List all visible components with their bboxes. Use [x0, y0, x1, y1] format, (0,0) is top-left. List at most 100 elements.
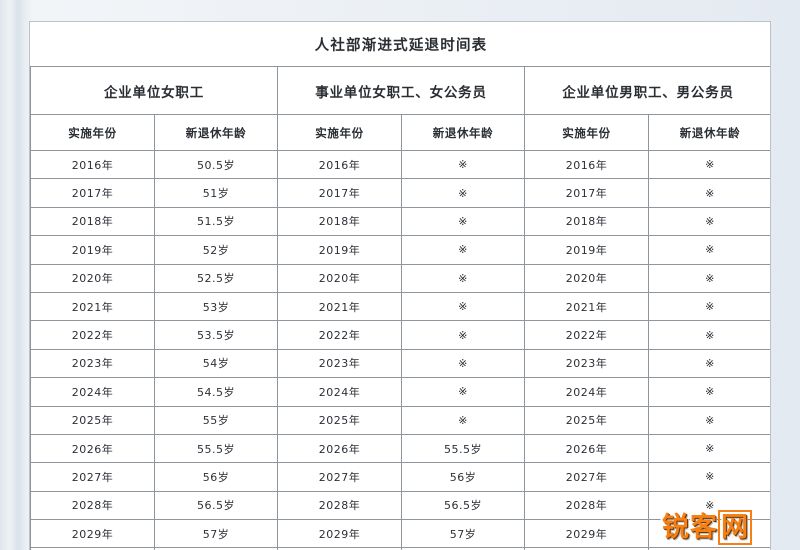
- row-age-enterprise-female: 52岁: [154, 235, 278, 265]
- row-year-enterprise-female: 2023年: [30, 348, 155, 379]
- row-age-institution-female: ※: [401, 320, 525, 350]
- row-year-enterprise-female: 2019年: [30, 235, 155, 265]
- row-age-institution-female: ※: [401, 348, 525, 379]
- table-row: 2018年 51.5岁 2018年 ※ 2018年 ※: [30, 206, 770, 237]
- subheader-year-3: 实施年份: [524, 114, 649, 151]
- row-year-enterprise-male: 2017年: [524, 178, 649, 208]
- table-row: 2020年 52.5岁 2020年 ※ 2020年 ※: [30, 263, 770, 293]
- row-year-institution-female: 2019年: [277, 235, 402, 265]
- row-year-institution-female: 2020年: [277, 263, 402, 293]
- row-year-institution-female: 2021年: [277, 291, 402, 322]
- row-year-enterprise-female: 2022年: [30, 320, 155, 350]
- row-year-enterprise-male: 2024年: [524, 377, 649, 407]
- group-header-institution-female: 事业单位女职工、女公务员: [277, 66, 525, 115]
- subheader-age-3: 新退休年龄: [647, 114, 770, 151]
- row-age-enterprise-female: 51.5岁: [154, 206, 278, 237]
- row-age-enterprise-female: 54岁: [154, 348, 278, 379]
- retirement-schedule-table: 人社部渐进式延退时间表 企业单位女职工 事业单位女职工、女公务员 企业单位男职工…: [30, 22, 770, 550]
- row-year-enterprise-male: 2026年: [524, 433, 649, 464]
- row-year-enterprise-male: 2023年: [524, 348, 649, 379]
- row-year-institution-female: 2027年: [277, 462, 402, 492]
- row-year-enterprise-male: 2027年: [524, 462, 649, 492]
- row-age-enterprise-male: ※: [647, 348, 770, 379]
- row-year-institution-female: 2017年: [277, 178, 402, 208]
- table-row: 2023年 54岁 2023年 ※ 2023年 ※: [30, 348, 770, 379]
- table-row: 2029年 57岁 2029年 57岁 2029年 ※: [30, 519, 770, 549]
- row-year-enterprise-male: 2028年: [524, 490, 649, 521]
- document-sheet: 人社部渐进式延退时间表 企业单位女职工 事业单位女职工、女公务员 企业单位男职工…: [30, 22, 770, 550]
- title-row: 人社部渐进式延退时间表: [30, 22, 770, 67]
- row-age-enterprise-male: ※: [647, 206, 770, 237]
- row-age-enterprise-female: 55岁: [154, 405, 278, 435]
- row-year-enterprise-female: 2024年: [30, 377, 155, 407]
- watermark-text-3: 网: [718, 510, 752, 545]
- row-age-enterprise-male: ※: [647, 178, 770, 208]
- row-year-enterprise-female: 2027年: [30, 462, 155, 492]
- row-age-enterprise-male: ※: [647, 433, 770, 464]
- subheader-age-1: 新退休年龄: [154, 114, 278, 151]
- row-year-enterprise-male: 2016年: [524, 149, 649, 180]
- table-row: 2016年 50.5岁 2016年 ※ 2016年 ※: [30, 149, 770, 180]
- row-age-institution-female: ※: [401, 149, 525, 180]
- row-year-institution-female: 2025年: [277, 405, 402, 435]
- row-age-enterprise-male: ※: [647, 149, 770, 180]
- row-year-institution-female: 2024年: [277, 377, 402, 407]
- row-age-enterprise-male: ※: [647, 462, 770, 492]
- row-year-enterprise-female: 2016年: [30, 149, 155, 180]
- row-age-enterprise-female: 51岁: [154, 178, 278, 208]
- table-row: 2028年 56.5岁 2028年 56.5岁 2028年 ※: [30, 490, 770, 521]
- row-year-enterprise-male: 2018年: [524, 206, 649, 237]
- row-age-enterprise-male: ※: [647, 291, 770, 322]
- row-age-enterprise-male: ※: [647, 547, 770, 550]
- row-age-enterprise-male: ※: [647, 235, 770, 265]
- table-row: 2025年 55岁 2025年 ※ 2025年 ※: [30, 405, 770, 435]
- row-age-enterprise-female: 52.5岁: [154, 263, 278, 293]
- row-age-enterprise-male: ※: [647, 320, 770, 350]
- group-header-enterprise-female: 企业单位女职工: [30, 66, 278, 115]
- table-row: 2026年 55.5岁 2026年 55.5岁 2026年 ※: [30, 433, 770, 464]
- row-age-enterprise-female: 53岁: [154, 291, 278, 322]
- row-year-enterprise-female: 2020年: [30, 263, 155, 293]
- row-year-enterprise-male: 2025年: [524, 405, 649, 435]
- row-age-institution-female: ※: [401, 178, 525, 208]
- sub-header-row: 实施年份 新退休年龄 实施年份 新退休年龄 实施年份 新退休年龄: [30, 114, 770, 151]
- row-age-enterprise-female: 50.5岁: [154, 149, 278, 180]
- row-age-enterprise-male: ※: [647, 377, 770, 407]
- row-age-institution-female: ※: [401, 235, 525, 265]
- row-age-enterprise-female: 55.5岁: [154, 433, 278, 464]
- row-age-enterprise-female: 57岁: [154, 519, 278, 549]
- group-header-enterprise-male: 企业单位男职工、男公务员: [523, 66, 770, 115]
- table-row: 2027年 56岁 2027年 56岁 2027年 ※: [30, 462, 770, 492]
- group-header-row: 企业单位女职工 事业单位女职工、女公务员 企业单位男职工、男公务员: [30, 66, 770, 115]
- row-year-enterprise-female: 2025年: [30, 405, 155, 435]
- subheader-year-2: 实施年份: [277, 114, 402, 151]
- row-year-enterprise-female: 2026年: [30, 433, 155, 464]
- row-age-institution-female: 55.5岁: [401, 433, 525, 464]
- table-row: 2024年 54.5岁 2024年 ※ 2024年 ※: [30, 377, 770, 407]
- table-row: 2030年57.5岁2030年57.5岁2030年※: [30, 547, 770, 550]
- table-row: 2022年 53.5岁 2022年 ※ 2022年 ※: [30, 320, 770, 350]
- row-year-institution-female: 2023年: [277, 348, 402, 379]
- row-year-institution-female: 2016年: [277, 149, 402, 180]
- row-age-enterprise-male: ※: [647, 263, 770, 293]
- row-year-enterprise-female: 2029年: [30, 519, 155, 549]
- row-age-institution-female: 57岁: [401, 519, 525, 549]
- row-year-institution-female: 2028年: [277, 490, 402, 521]
- row-year-enterprise-female: 2018年: [30, 206, 155, 237]
- row-year-enterprise-female: 2028年: [30, 490, 155, 521]
- site-watermark: 锐客网: [661, 505, 752, 545]
- page-title: 人社部渐进式延退时间表: [30, 22, 770, 67]
- watermark-text-2: 客: [689, 511, 719, 545]
- row-year-enterprise-male: 2022年: [524, 320, 649, 350]
- table-row: 2017年 51岁 2017年 ※ 2017年 ※: [30, 178, 770, 208]
- row-age-enterprise-male: ※: [647, 405, 770, 435]
- row-year-institution-female: 2026年: [277, 433, 402, 464]
- row-age-institution-female: ※: [401, 263, 525, 293]
- row-age-institution-female: ※: [401, 291, 525, 322]
- row-age-enterprise-male: ※: [647, 490, 770, 521]
- watermark-text-1: 锐: [661, 511, 691, 545]
- row-year-enterprise-male: 2021年: [524, 291, 649, 322]
- table-row: 2019年 52岁 2019年 ※ 2019年 ※: [30, 235, 770, 265]
- table-row: 2021年 53岁 2021年 ※ 2021年 ※: [30, 291, 770, 322]
- row-age-enterprise-female: 54.5岁: [154, 377, 278, 407]
